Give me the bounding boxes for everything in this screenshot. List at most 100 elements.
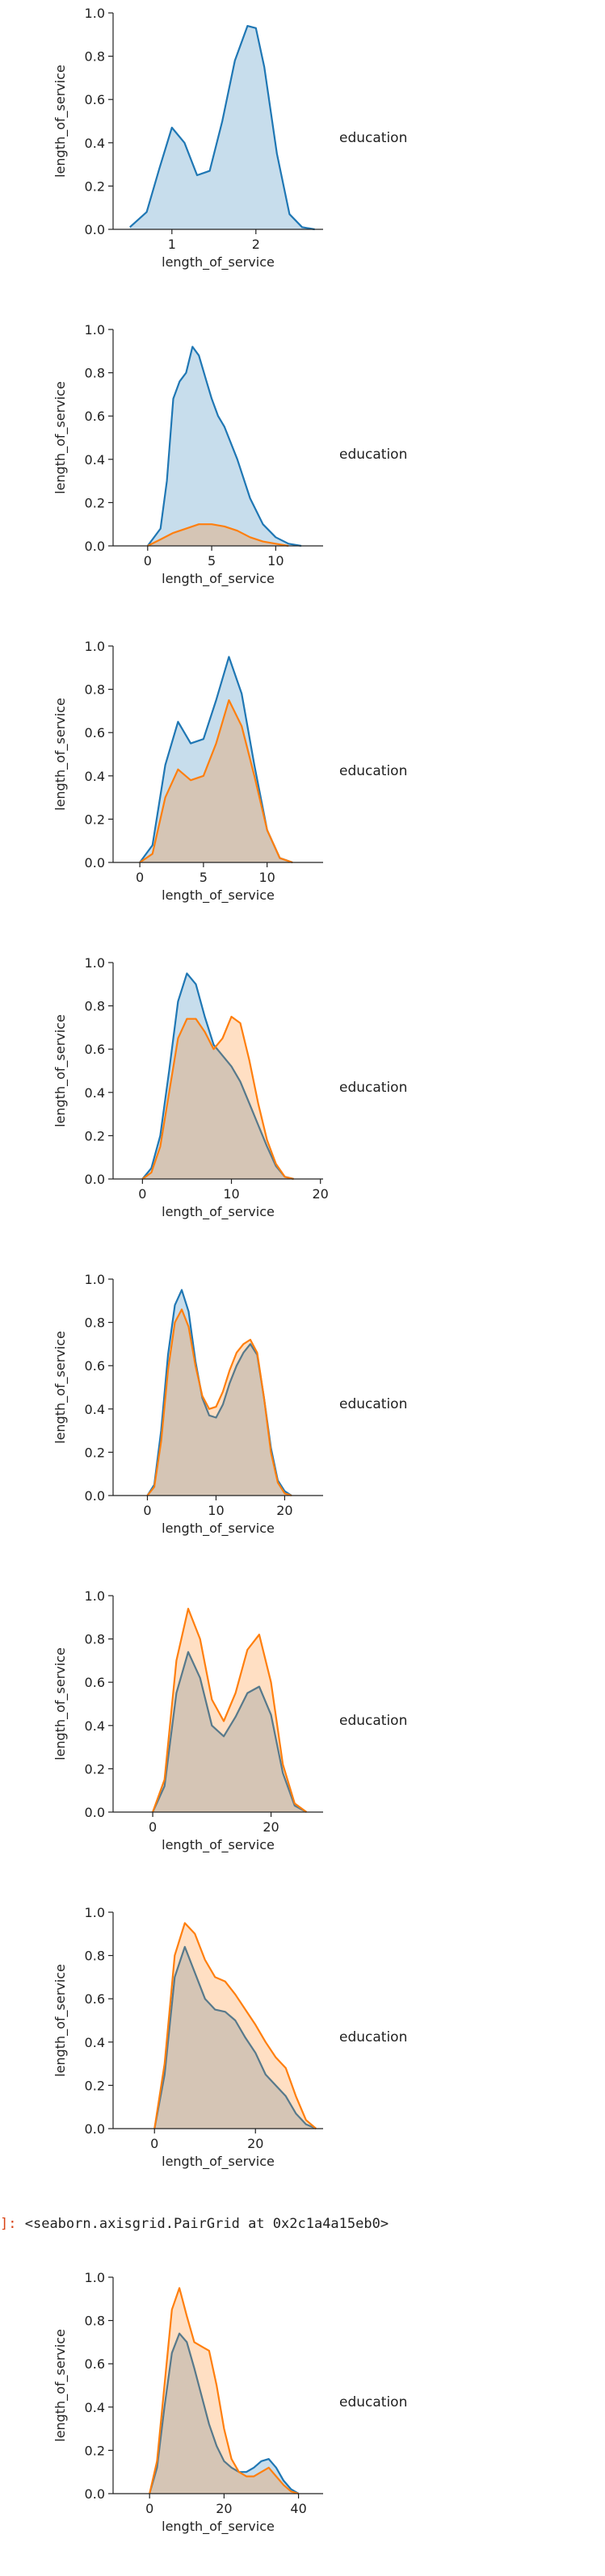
x-tick-label: 5 — [208, 553, 216, 568]
y-tick-label: 0.0 — [85, 539, 105, 554]
y-tick-label: 0.2 — [85, 1128, 105, 1143]
kde-panel-6: 0.00.20.40.60.81.00 20length_of_servicele… — [53, 1588, 407, 1853]
x-tick-label: 0 — [149, 1819, 157, 1835]
y-tick-label: 0.6 — [85, 92, 105, 107]
x-axis-label: length_of_service — [162, 887, 275, 904]
series_b-kde-line — [153, 1922, 317, 2129]
x-tick-label: 2 — [252, 237, 260, 252]
y-tick-label: 0.6 — [85, 1358, 105, 1374]
y-tick-label: 0.4 — [85, 1402, 105, 1417]
series_a-fill — [149, 2333, 299, 2494]
series_a-fill — [140, 657, 293, 862]
x-axis-label: length_of_service — [162, 571, 275, 587]
y-tick-label: 0.4 — [85, 136, 105, 151]
y-tick-label: 0.8 — [85, 2314, 105, 2329]
series_a-fill — [154, 1946, 317, 2129]
y-tick-label: 0.8 — [85, 1315, 105, 1331]
x-axis-label: length_of_service — [162, 1521, 275, 1537]
y-axis-label: length_of_service — [53, 2329, 69, 2442]
series_b-fill — [140, 700, 293, 862]
kde-panel-3: 0.00.20.40.60.81.00 5 10length_of_servicel… — [53, 639, 407, 904]
legend-title: education — [339, 1396, 407, 1412]
x-tick-label: 0 — [143, 1503, 151, 1518]
x-tick-label: 20 — [247, 2136, 263, 2151]
legend-title: education — [339, 2029, 407, 2045]
series_b-kde-line — [149, 2287, 299, 2495]
x-tick-label: 40 — [290, 2501, 306, 2516]
y-tick-label: 0.6 — [85, 409, 105, 424]
series_b-fill — [153, 1609, 307, 1812]
legend-title: education — [339, 2394, 407, 2410]
y-tick-label: 1.0 — [85, 955, 105, 971]
kde-panel-1: 0.00.20.40.60.81.01 2length_of_servicelen… — [53, 6, 407, 271]
series_a-kde-line — [153, 1945, 317, 2130]
y-tick-label: 0.6 — [85, 725, 105, 740]
x-axis-label: length_of_service — [162, 2519, 275, 2535]
x-axis-label: length_of_service — [162, 1204, 275, 1220]
x-tick-label: 0 — [136, 870, 144, 885]
y-tick-label: 1.0 — [85, 322, 105, 338]
kde-panel-8: 0.0 0.2 0.4 0.6 0.8 1.0 0 20 40 length_of_service… — [53, 2270, 407, 2535]
series_b-fill — [149, 2288, 299, 2494]
legend-title: education — [339, 447, 407, 463]
kde-panel-2: 0.00.20.40.60.81.00 5 10length_of_servicel… — [53, 322, 407, 587]
y-axis-label: length_of_service — [53, 65, 69, 178]
y-tick-label: 0.2 — [85, 812, 105, 827]
x-tick-label: 10 — [208, 1503, 224, 1518]
y-tick-label: 0.8 — [85, 1632, 105, 1647]
series_b-kde-line — [139, 699, 293, 864]
series_b-fill — [147, 524, 289, 546]
x-axis-label: length_of_service — [162, 254, 275, 271]
pairgrid-repr-text: <seaborn.axisgrid.PairGrid at 0x2c1a4a15… — [24, 2216, 389, 2232]
x-tick-label: 10 — [258, 870, 275, 885]
y-tick-label: 0.6 — [85, 1991, 105, 2007]
cell-output-line: ]: <seaborn.axisgrid.PairGrid at 0x2c1a4… — [0, 2213, 389, 2235]
y-tick-label: 1.0 — [85, 639, 105, 654]
y-tick-label: 0.4 — [85, 452, 105, 468]
x-tick-label: 0 — [150, 2136, 158, 2151]
series_b-fill — [147, 1309, 292, 1496]
series_b-kde-line — [152, 1608, 308, 1813]
y-tick-label: 0.2 — [85, 1761, 105, 1777]
y-tick-label: 0.8 — [85, 1949, 105, 1964]
y-axis-label: length_of_service — [53, 1647, 69, 1760]
y-axis-label: length_of_service — [53, 1014, 69, 1127]
x-tick-label: 1 — [168, 237, 176, 252]
series_a-fill — [153, 1651, 307, 1812]
y-tick-label: 1.0 — [85, 1272, 105, 1287]
y-tick-label: 0.2 — [85, 2443, 105, 2458]
series_a-kde-line — [129, 25, 315, 231]
kde-panel-5: 0.00.20.40.60.81.00 10 20length_of_service… — [53, 1272, 407, 1537]
y-tick-label: 0.0 — [85, 855, 105, 871]
y-tick-label: 1.0 — [85, 1588, 105, 1604]
y-tick-label: 0.6 — [85, 1042, 105, 1057]
y-tick-label: 0.8 — [85, 999, 105, 1014]
series_b-fill — [154, 1923, 317, 2129]
x-tick-label: 10 — [223, 1186, 239, 1202]
x-tick-label: 20 — [276, 1503, 292, 1518]
series_a-kde-line — [141, 972, 294, 1181]
y-tick-label: 0.4 — [85, 769, 105, 784]
output-prompt: ]: — [0, 2216, 17, 2232]
y-tick-label: 0.2 — [85, 2078, 105, 2093]
y-tick-label: 0.2 — [85, 1445, 105, 1460]
y-tick-label: 1.0 — [85, 6, 105, 21]
series_a-fill — [142, 973, 294, 1179]
y-tick-label: 1.0 — [85, 1905, 105, 1920]
y-tick-label: 0.4 — [85, 1085, 105, 1101]
y-tick-label: 0.0 — [85, 1172, 105, 1187]
x-tick-label: 0 — [145, 2501, 153, 2516]
x-tick-label: 20 — [216, 2501, 232, 2516]
series_b-kde-line — [141, 1015, 294, 1181]
y-tick-label: 0.2 — [85, 178, 105, 194]
series_b-kde-line — [147, 523, 289, 548]
y-tick-label: 0.4 — [85, 2400, 105, 2415]
kde-panel-4: 0.0 0.2 0.4 0.6 0.8 1.0 0 10 20 length_of_service… — [53, 955, 407, 1220]
y-tick-label: 0.4 — [85, 2035, 105, 2050]
y-tick-label: 0.0 — [85, 2121, 105, 2137]
y-tick-label: 0.0 — [85, 222, 105, 237]
y-tick-label: 1.0 — [85, 2270, 105, 2285]
y-tick-label: 0.0 — [85, 1805, 105, 1820]
x-tick-label: 20 — [313, 1186, 329, 1202]
